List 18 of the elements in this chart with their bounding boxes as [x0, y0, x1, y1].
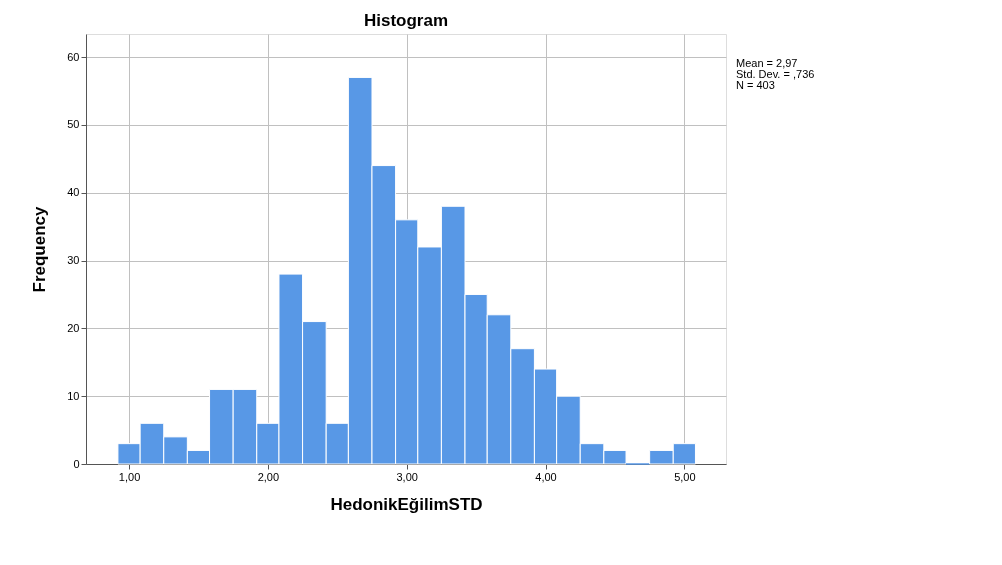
- y-tick-label: 60: [67, 50, 80, 63]
- x-tick-label: 5,00: [674, 470, 696, 483]
- y-tick-label: 10: [67, 389, 80, 402]
- x-tick-label: 4,00: [535, 470, 557, 483]
- x-tick-label: 3,00: [396, 470, 418, 483]
- text: Mean = 2,97: [736, 57, 798, 69]
- y-tick-label: 30: [67, 254, 80, 267]
- y-tick-label: 20: [67, 321, 80, 334]
- x-axis-title: HedonikEğilimSTD: [330, 494, 483, 514]
- y-axis-title: Frequency: [30, 205, 50, 293]
- y-tick-label: 0: [73, 457, 80, 470]
- x-tick-label: 1,00: [118, 470, 141, 483]
- text: N = 403: [736, 79, 775, 91]
- text: Std. Dev. = ,736: [736, 68, 815, 80]
- x-tick-label: 2,00: [257, 470, 280, 483]
- chart-title: Histogram: [363, 11, 449, 30]
- y-tick-label: 50: [67, 118, 80, 131]
- y-tick-label: 40: [67, 186, 80, 199]
